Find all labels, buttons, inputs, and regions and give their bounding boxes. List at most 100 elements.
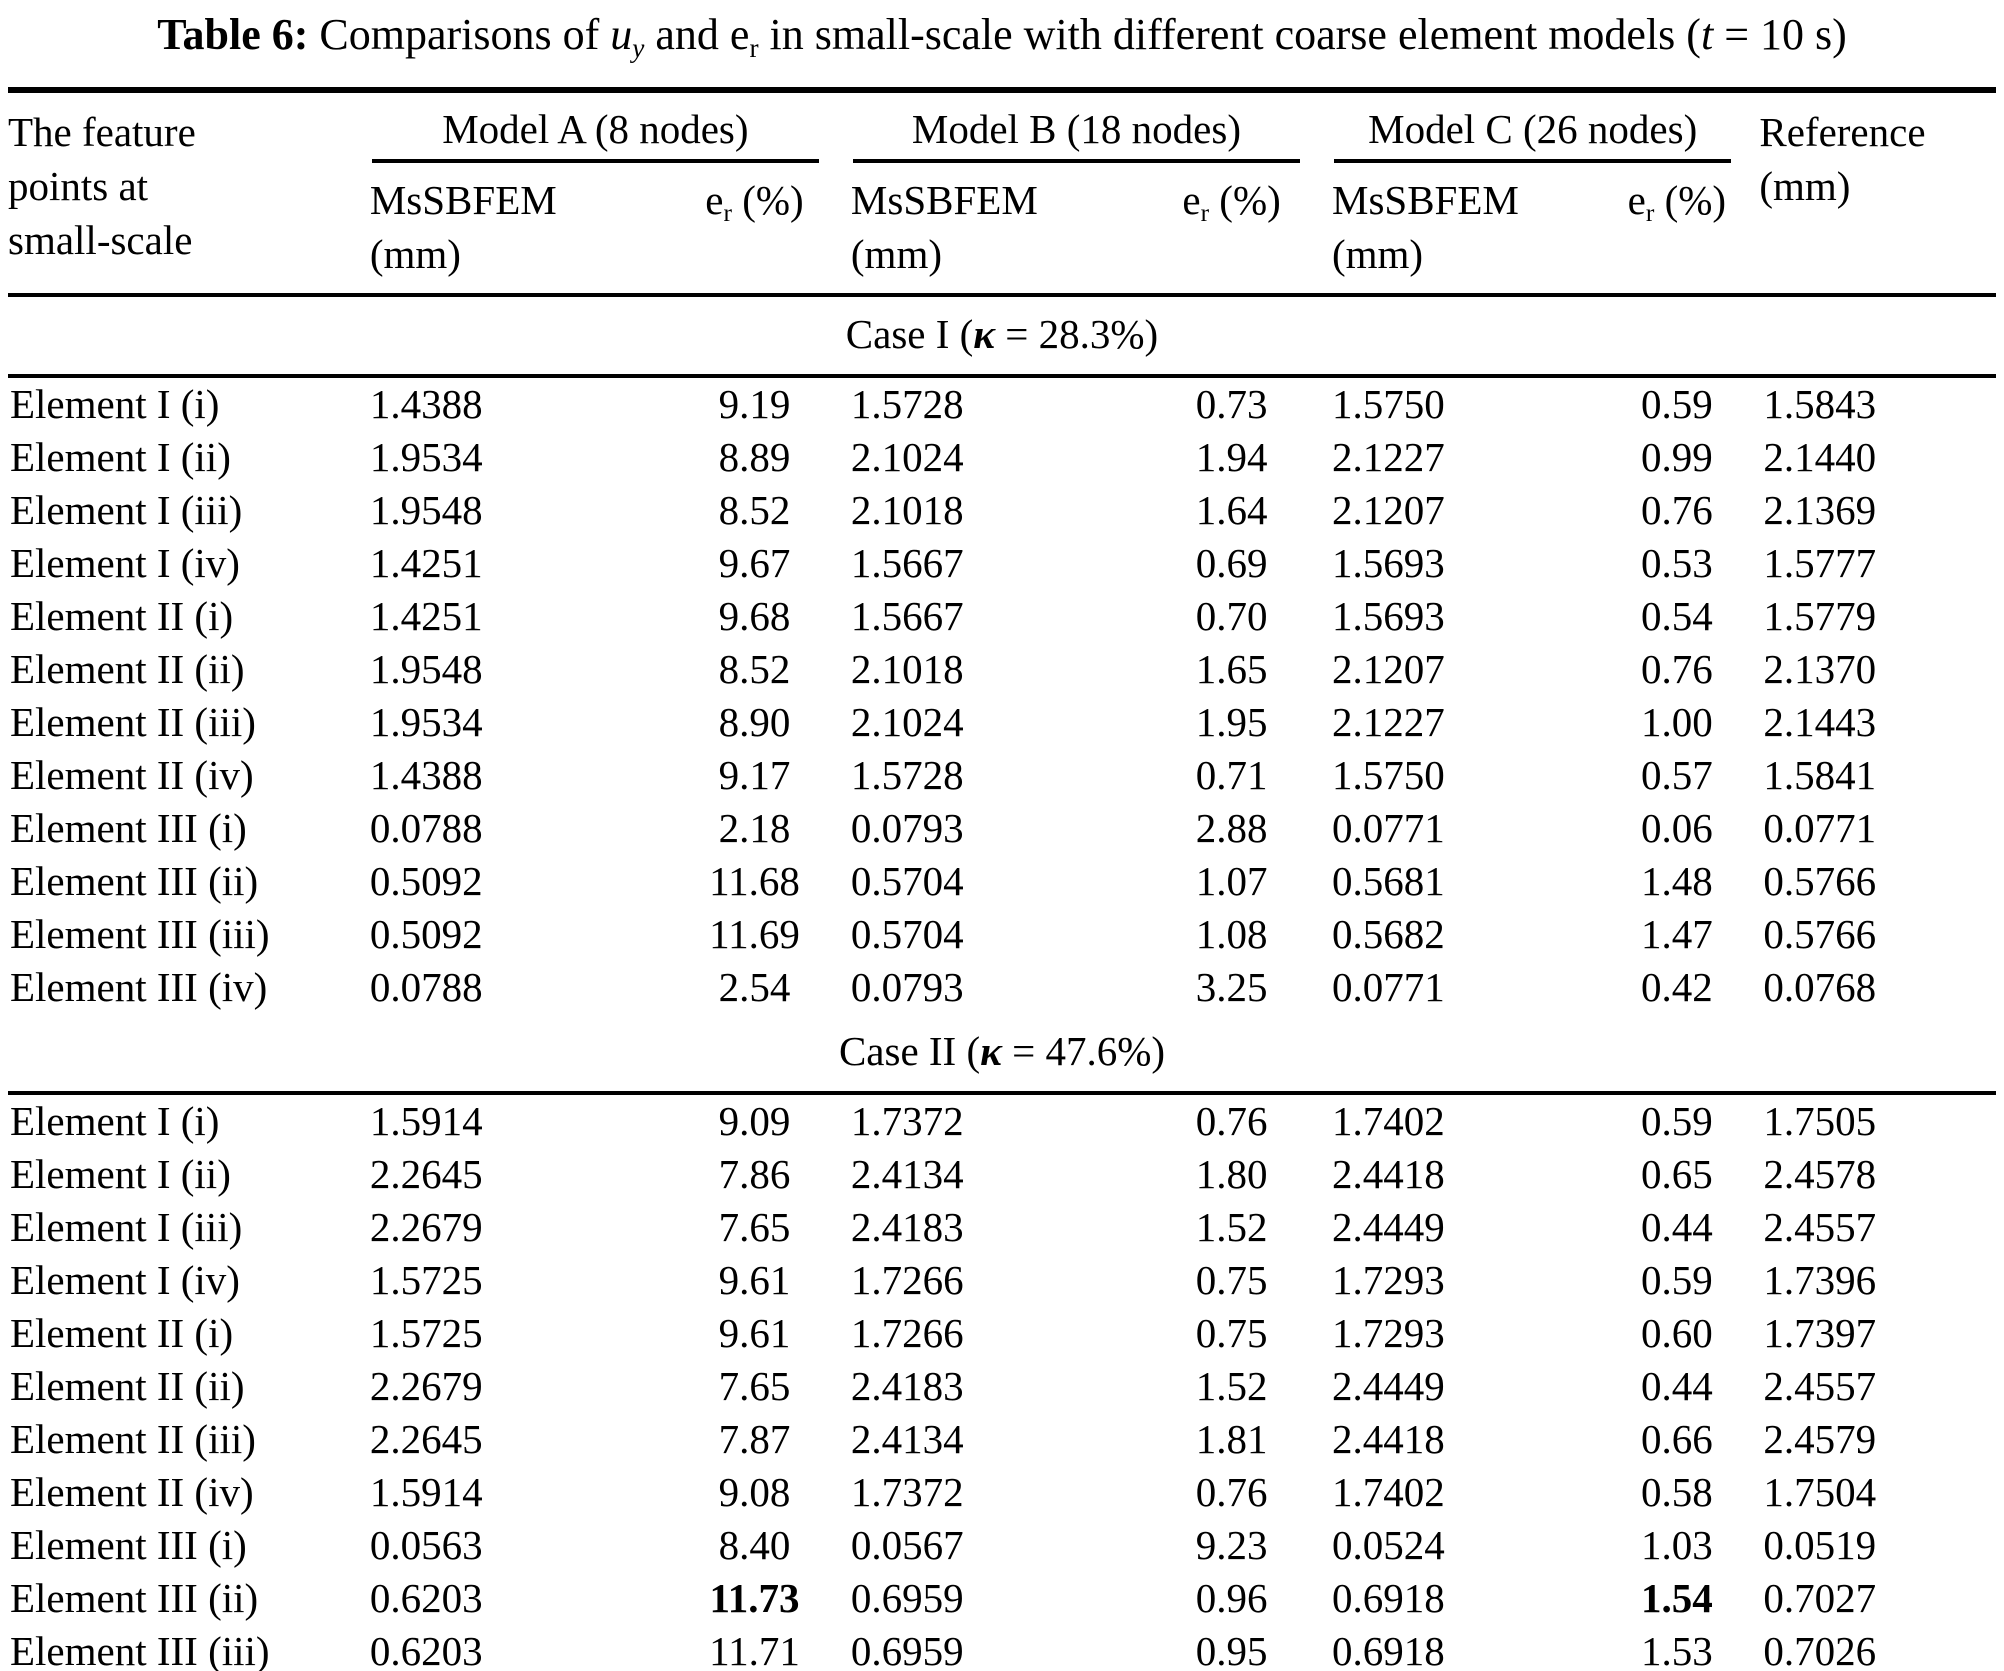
cell-model-b-mssbfem: 0.5704	[850, 910, 964, 957]
row-label: Element II (iv)	[10, 751, 254, 798]
sub-header-row: MsSBFEM (mm) er (%) MsSBFEM (mm) er (%) …	[8, 163, 1996, 295]
cell-model-b-er: 0.69	[1195, 539, 1268, 586]
cell-model-c-er: 0.59	[1641, 1098, 1713, 1145]
cell-reference: 2.4557	[1763, 1204, 1877, 1251]
reference-header-line-2: (mm)	[1759, 162, 1851, 209]
model-b-mssbfem-header: MsSBFEM (mm)	[847, 163, 1135, 295]
cell-model-a-er: 8.89	[718, 433, 791, 480]
cell-model-a-mssbfem: 0.0788	[369, 804, 483, 851]
cell-model-c-mssbfem: 2.4449	[1331, 1363, 1445, 1410]
comparison-table: The feature points at small-scale Model …	[8, 86, 1996, 1671]
cell-model-c-mssbfem: 1.5693	[1331, 539, 1445, 586]
cell-model-b-er: 0.73	[1195, 380, 1268, 427]
cell-reference: 2.1440	[1763, 433, 1877, 480]
cell-reference: 0.0771	[1763, 804, 1877, 851]
kappa-symbol: κ	[973, 310, 996, 357]
cell-model-a-er: 9.19	[718, 380, 791, 427]
table-row: Element II (iii) 1.9534 8.90 2.1024 1.95…	[8, 696, 1996, 749]
er-subscript: r	[1645, 198, 1655, 227]
cell-model-c-er: 0.06	[1641, 804, 1713, 851]
feature-column-header: The feature points at small-scale	[8, 90, 366, 295]
caption-var-u: u	[610, 10, 633, 59]
row-label: Element III (iii)	[10, 1628, 270, 1671]
cell-model-c-er: 0.59	[1641, 380, 1713, 427]
cell-model-b-mssbfem: 2.1024	[850, 433, 964, 480]
er-subscript: r	[723, 198, 732, 227]
feature-header-line-1: The feature	[8, 108, 196, 155]
table-caption: Table 6: Comparisons of uy and er in sma…	[8, 10, 1996, 61]
cell-model-c-mssbfem: 0.5681	[1331, 857, 1445, 904]
cell-model-c-mssbfem: 0.5682	[1331, 910, 1445, 957]
cell-model-a-er: 9.61	[718, 1310, 791, 1357]
cell-model-b-mssbfem: 1.5728	[850, 380, 964, 427]
cell-model-a-mssbfem: 0.6203	[369, 1575, 483, 1622]
cell-model-c-er: 0.57	[1641, 751, 1713, 798]
cell-model-a-mssbfem: 2.2679	[369, 1363, 483, 1410]
cell-reference: 0.5766	[1763, 857, 1877, 904]
cell-model-b-er: 0.76	[1195, 1098, 1268, 1145]
cell-reference: 1.7505	[1763, 1098, 1877, 1145]
cell-model-c-mssbfem: 2.4418	[1331, 1416, 1445, 1463]
cell-model-a-er: 7.86	[718, 1151, 791, 1198]
table-row: Element II (i) 1.4251 9.68 1.5667 0.70 1…	[8, 590, 1996, 643]
cell-model-b-mssbfem: 1.7372	[850, 1098, 964, 1145]
cell-reference: 2.4578	[1763, 1151, 1877, 1198]
mm-unit-label: (mm)	[1331, 230, 1424, 277]
cell-model-b-mssbfem: 2.4183	[850, 1204, 964, 1251]
row-label: Element III (iii)	[10, 910, 270, 957]
cell-model-c-er: 0.58	[1641, 1469, 1713, 1516]
cell-model-a-mssbfem: 2.2645	[369, 1151, 483, 1198]
cell-model-b-er: 0.71	[1195, 751, 1268, 798]
cell-model-b-mssbfem: 2.4183	[850, 1363, 964, 1410]
case-2-title-pre: Case II (	[838, 1027, 981, 1074]
mm-unit-label: (mm)	[850, 230, 942, 277]
row-label: Element II (i)	[10, 1310, 234, 1357]
cell-reference: 2.4557	[1763, 1363, 1877, 1410]
cell-model-b-er: 0.76	[1195, 1469, 1268, 1516]
model-b-group-label: Model B (18 nodes)	[852, 105, 1300, 163]
reference-header-line-1: Reference	[1759, 108, 1926, 155]
cell-model-b-er: 0.95	[1195, 1628, 1268, 1671]
cell-model-b-er: 0.75	[1195, 1310, 1268, 1357]
model-a-mssbfem-header: MsSBFEM (mm)	[366, 163, 662, 295]
cell-model-b-er: 1.64	[1195, 486, 1268, 533]
model-b-er-header: er (%)	[1135, 163, 1328, 295]
cell-model-a-er: 8.90	[718, 698, 791, 745]
cell-model-a-er: 8.40	[718, 1522, 791, 1569]
cell-model-c-mssbfem: 0.6918	[1331, 1575, 1445, 1622]
caption-label: Table 6:	[157, 10, 309, 59]
cell-model-c-er: 1.03	[1641, 1522, 1713, 1569]
reference-column-header: Reference (mm)	[1759, 90, 1996, 295]
cell-model-b-mssbfem: 0.6959	[850, 1628, 964, 1671]
cell-model-a-mssbfem: 1.5914	[369, 1469, 483, 1516]
cell-model-a-mssbfem: 1.5725	[369, 1257, 483, 1304]
cell-model-c-mssbfem: 2.1207	[1331, 645, 1445, 692]
row-label: Element II (iii)	[10, 1416, 256, 1463]
row-label: Element III (ii)	[10, 857, 259, 904]
cell-model-a-er: 8.52	[718, 645, 791, 692]
feature-header-line-2: points at	[8, 162, 149, 209]
case-2-title-post: = 47.6%)	[1001, 1027, 1166, 1074]
cell-model-a-er: 7.65	[718, 1204, 791, 1251]
model-a-group-label: Model A (8 nodes)	[371, 105, 819, 163]
cell-model-c-mssbfem: 1.5750	[1331, 751, 1445, 798]
cell-model-b-er: 1.80	[1195, 1151, 1268, 1198]
table-row: Element I (ii) 1.9534 8.89 2.1024 1.94 2…	[8, 431, 1996, 484]
cell-model-c-er: 0.54	[1641, 592, 1713, 639]
cell-model-a-mssbfem: 0.5092	[369, 910, 483, 957]
mssbfem-label: MsSBFEM	[369, 176, 557, 223]
cell-reference: 0.5766	[1763, 910, 1877, 957]
percent-unit-label: (%)	[731, 176, 804, 223]
cell-model-a-er: 7.65	[718, 1363, 791, 1410]
cell-model-a-er: 7.87	[718, 1416, 791, 1463]
case-1-title-row: Case I (κ = 28.3%)	[8, 292, 1996, 378]
row-label: Element II (i)	[10, 592, 234, 639]
table-row: Element I (i) 1.4388 9.19 1.5728 0.73 1.…	[8, 376, 1996, 431]
cell-model-a-er: 2.18	[718, 804, 791, 851]
row-label: Element III (ii)	[10, 1575, 259, 1622]
cell-reference: 0.7027	[1763, 1575, 1877, 1622]
model-c-group-label: Model C (26 nodes)	[1333, 105, 1732, 163]
table-row: Element I (iii) 2.2679 7.65 2.4183 1.52 …	[8, 1201, 1996, 1254]
cell-model-b-er: 1.81	[1195, 1416, 1268, 1463]
cell-model-b-er: 0.70	[1195, 592, 1268, 639]
